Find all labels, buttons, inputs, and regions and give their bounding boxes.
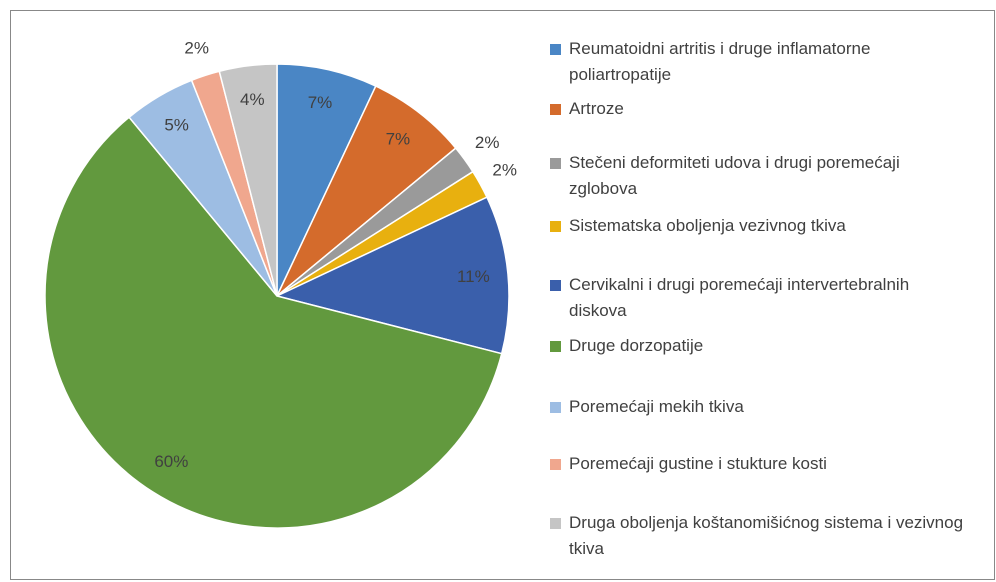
data-label: 4% [240,90,265,109]
legend-swatch [550,221,561,232]
data-label: 11% [457,267,490,286]
legend-item: Reumatoidni artritis i druge inflamatorn… [550,36,970,88]
legend-label: Druga oboljenja koštanomišićnog sistema … [569,513,964,558]
chart-border [10,10,995,580]
legend-item: Poremećaji mekih tkiva [550,394,970,420]
data-label: 2% [492,160,517,179]
legend-item: Druga oboljenja koštanomišićnog sistema … [550,510,970,562]
data-label: 7% [386,130,411,149]
legend-item: Stečeni deformiteti udova i drugi poreme… [550,150,970,202]
legend-swatch [550,44,561,55]
data-label: 7% [308,93,333,112]
data-label: 60% [154,452,188,471]
legend-label: Cervikalni i drugi poremećaji interverte… [569,275,910,320]
legend-label: Poremećaji gustine i stukture kosti [569,454,827,473]
data-label: 2% [184,38,209,57]
legend-item: Artroze [550,96,970,122]
legend-item: Cervikalni i drugi poremećaji interverte… [550,272,970,324]
legend-item: Druge dorzopatije [550,333,970,359]
legend-label: Druge dorzopatije [569,336,704,355]
legend-label: Sistematska oboljenja vezivnog tkiva [569,216,846,235]
legend-swatch [550,104,561,115]
legend-label: Stečeni deformiteti udova i drugi poreme… [569,153,900,198]
pie-slice [276,85,457,297]
pie-slice [276,63,377,297]
legend-swatch [550,518,561,529]
legend-swatch [550,158,561,169]
legend-swatch [550,280,561,291]
legend-label: Poremećaji mekih tkiva [569,397,744,416]
legend-swatch [550,341,561,352]
pie-slice [274,196,510,355]
legend-swatch [550,402,561,413]
legend-label: Artroze [569,99,624,118]
data-label: 2% [475,133,500,152]
pie-slice [44,116,503,529]
legend-swatch [550,459,561,470]
legend-label: Reumatoidni artritis i druge inflamatorn… [569,39,871,84]
legend-item: Sistematska oboljenja vezivnog tkiva [550,213,970,239]
pie-slice [218,63,278,297]
data-label: 5% [164,116,189,135]
legend-item: Poremećaji gustine i stukture kosti [550,451,970,477]
